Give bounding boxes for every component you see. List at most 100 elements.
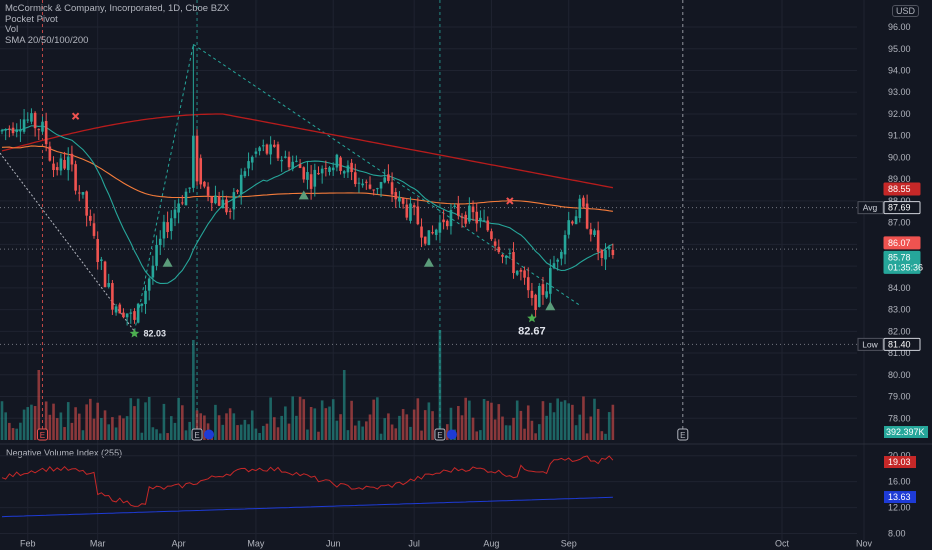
volume-bar bbox=[100, 417, 103, 440]
volume-bar bbox=[140, 432, 144, 440]
candle-body bbox=[383, 177, 387, 183]
candle-body bbox=[416, 206, 420, 225]
candle-body bbox=[405, 204, 409, 218]
candle-body bbox=[0, 130, 4, 132]
price-tag bbox=[883, 201, 921, 215]
candle-body bbox=[144, 290, 147, 305]
candle-body bbox=[342, 171, 346, 174]
candle-body bbox=[151, 265, 155, 278]
candle-body bbox=[41, 121, 44, 132]
price-tag bbox=[883, 236, 921, 250]
volume-bar bbox=[111, 417, 114, 440]
candle-body bbox=[578, 198, 582, 219]
candle-body bbox=[181, 202, 184, 204]
volume-bar bbox=[534, 433, 537, 440]
candle-body bbox=[585, 203, 589, 229]
volume-bar bbox=[361, 426, 364, 440]
candle-body bbox=[269, 144, 272, 155]
dividend-icon bbox=[446, 429, 457, 440]
volume-bar bbox=[571, 404, 574, 440]
candle-body bbox=[11, 127, 15, 134]
candle-body bbox=[353, 172, 357, 185]
candle-body bbox=[552, 263, 556, 269]
candle-body bbox=[122, 312, 125, 318]
earnings-badge bbox=[677, 428, 689, 441]
candle-body bbox=[534, 294, 537, 311]
volume-bar bbox=[11, 428, 15, 440]
volume-bar bbox=[412, 409, 416, 440]
volume-bar bbox=[471, 417, 475, 440]
volume-bar bbox=[376, 397, 379, 440]
price-annotation-label: 82.03 bbox=[143, 329, 166, 339]
volume-bar bbox=[512, 417, 515, 440]
indicator-tag-value: 13.63 bbox=[888, 492, 911, 502]
x-axis-label: Nov bbox=[856, 538, 873, 548]
volume-bar bbox=[423, 410, 427, 440]
candle-body bbox=[55, 167, 59, 171]
volume-bar bbox=[501, 416, 504, 440]
candle-body bbox=[434, 229, 438, 235]
pocket-pivot-marker bbox=[298, 190, 309, 200]
candle-body bbox=[136, 303, 140, 323]
volume-bar bbox=[368, 414, 372, 440]
indicator-axis-label: 20.00 bbox=[888, 451, 911, 461]
candle-body bbox=[464, 214, 467, 224]
candle-body bbox=[401, 198, 405, 204]
candle-body bbox=[350, 162, 353, 173]
volume-bar bbox=[309, 407, 313, 440]
candle-body bbox=[295, 160, 298, 162]
currency-badge[interactable]: USD bbox=[891, 5, 919, 17]
volume-bar bbox=[37, 370, 41, 440]
volume-bar bbox=[77, 413, 81, 440]
candle-body bbox=[147, 278, 151, 291]
volume-bar bbox=[545, 415, 548, 440]
candle-body bbox=[169, 218, 173, 232]
price-axis-label: 79.00 bbox=[888, 392, 911, 402]
indicator-tag bbox=[884, 456, 916, 469]
volume-bar bbox=[390, 424, 394, 440]
volume-bar bbox=[596, 408, 600, 440]
price-tag-value: 81.40 bbox=[888, 339, 911, 349]
volume-bar bbox=[324, 408, 328, 440]
volume-bar bbox=[269, 397, 272, 440]
candle-body bbox=[335, 154, 339, 168]
candle-body bbox=[361, 183, 364, 186]
volume-bar bbox=[556, 398, 559, 440]
volume-bar bbox=[416, 398, 420, 440]
candle-body bbox=[545, 291, 548, 298]
volume-bar bbox=[600, 431, 604, 440]
candle-body bbox=[26, 119, 30, 121]
candle-body bbox=[22, 119, 26, 132]
candle-body bbox=[236, 190, 239, 192]
price-tag-value: 86.07 bbox=[888, 238, 911, 248]
volume-bar bbox=[44, 401, 48, 440]
candle-body bbox=[556, 259, 559, 262]
price-tag bbox=[883, 250, 921, 274]
candle-body bbox=[394, 192, 398, 200]
legend-sma: SMA 20/50/100/200 bbox=[5, 34, 89, 46]
volume-bar bbox=[427, 402, 431, 440]
candle-body bbox=[59, 158, 63, 171]
candle-body bbox=[258, 147, 261, 152]
volume-bar bbox=[133, 406, 136, 440]
volume-bar bbox=[523, 428, 526, 440]
candle-body bbox=[596, 230, 600, 252]
star-marker bbox=[527, 313, 537, 323]
volume-bar bbox=[401, 409, 405, 440]
volume-bar bbox=[276, 427, 280, 440]
candle-body bbox=[239, 174, 243, 195]
volume-bar bbox=[162, 403, 166, 440]
candle-body bbox=[162, 221, 166, 239]
candle-body bbox=[420, 226, 423, 238]
candle-body bbox=[607, 246, 611, 249]
volume-bar bbox=[96, 402, 99, 440]
volume-bar bbox=[0, 401, 4, 440]
volume-bar bbox=[48, 414, 52, 440]
volume-bar bbox=[479, 430, 482, 440]
candle-body bbox=[328, 167, 331, 172]
candle-body bbox=[412, 205, 416, 208]
candle-body bbox=[280, 159, 283, 162]
candle-body bbox=[530, 290, 534, 298]
candle-body bbox=[276, 144, 280, 159]
